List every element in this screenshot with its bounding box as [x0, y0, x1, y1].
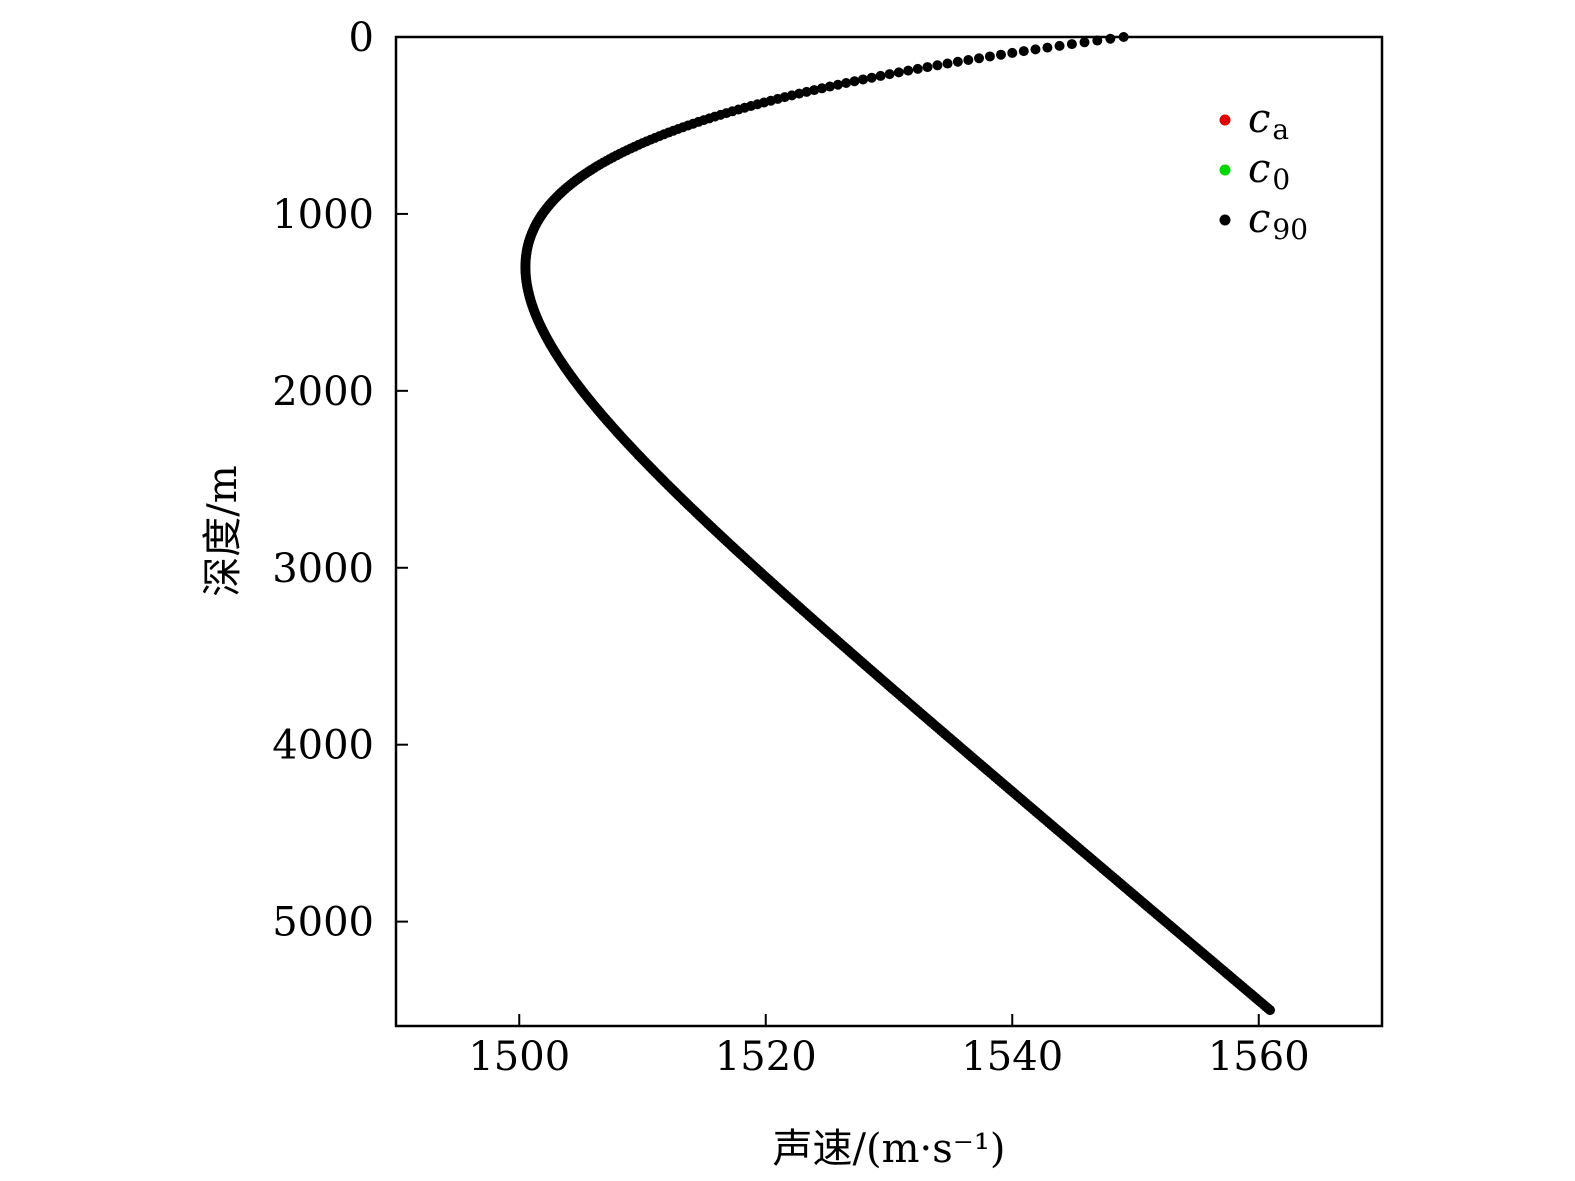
data-point [893, 67, 904, 78]
plot-frame [394, 35, 1384, 1028]
data-point [1105, 33, 1116, 44]
x-tick-label: 1520 [715, 1034, 817, 1080]
data-point [963, 55, 974, 65]
y-tick-label: 3000 [272, 546, 374, 592]
data-point [912, 63, 923, 74]
data-point [801, 86, 812, 97]
data-point [903, 65, 914, 76]
y-tick-label: 0 [349, 15, 374, 61]
data-point [1079, 37, 1090, 48]
y-axis-label: 深度/m [200, 465, 246, 596]
legend-entry: ca [1248, 96, 1289, 146]
data-point [1018, 46, 1029, 57]
y-axis: 0 1000 2000 3000 4000 5000 [272, 15, 408, 946]
x-tick-label: 1560 [1208, 1034, 1310, 1080]
data-point [849, 76, 860, 87]
x-tick-label: 1500 [468, 1034, 570, 1080]
y-tick-label: 1000 [272, 192, 374, 238]
y-tick-label: 5000 [272, 900, 374, 946]
data-point [995, 49, 1006, 60]
data-point [841, 78, 852, 88]
data-point [809, 85, 820, 96]
data-point [884, 69, 895, 80]
x-tick-label: 1540 [961, 1034, 1063, 1080]
data-point [1054, 40, 1065, 51]
data-point [832, 79, 843, 90]
data-point [932, 60, 943, 71]
data-point [875, 70, 886, 81]
data-point [942, 58, 953, 69]
data-point [1007, 47, 1018, 58]
legend-marker [1219, 114, 1231, 126]
data-point [866, 72, 877, 83]
y-tick-label: 2000 [272, 369, 374, 415]
data-point [1042, 42, 1053, 53]
data-point [974, 53, 985, 64]
legend-marker [1219, 164, 1231, 176]
x-axis: 1500 1520 1540 1560 [468, 1014, 1310, 1080]
legend-marker [1219, 214, 1231, 226]
data-point [1030, 44, 1041, 55]
data-point [858, 74, 869, 85]
legend-entry: c90 [1248, 196, 1308, 246]
legend-entry: c0 [1248, 146, 1290, 196]
data-point [1265, 1005, 1276, 1016]
x-axis-label: 声速/(m·s⁻¹) [772, 1126, 1005, 1172]
y-tick-label: 4000 [272, 723, 374, 769]
data-point [824, 81, 835, 92]
c90-points [520, 32, 1276, 1016]
data-point [816, 83, 827, 94]
data-point [1066, 39, 1077, 50]
data-point [922, 62, 933, 73]
data-point [984, 51, 995, 62]
data-point [952, 56, 963, 67]
